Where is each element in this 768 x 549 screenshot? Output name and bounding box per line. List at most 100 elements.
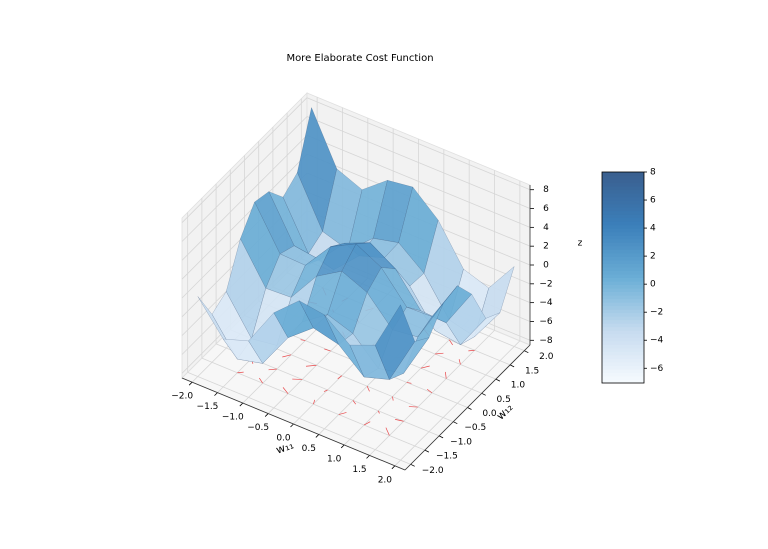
colorbar-slice <box>602 326 644 331</box>
z-tick-label: −4 <box>539 298 553 308</box>
colorbar-slice <box>602 189 644 194</box>
colorbar-slice <box>602 316 644 321</box>
surface-patch <box>431 285 472 324</box>
colorbar-slice <box>602 298 644 303</box>
colorbar-slice <box>602 224 644 229</box>
colorbar-tick-label: −2 <box>650 308 663 318</box>
gradient-arrow <box>468 349 475 352</box>
colorbar-slice <box>602 175 644 180</box>
z-tick-label: −2 <box>539 279 552 289</box>
grid-line <box>181 135 308 261</box>
x-tick <box>290 423 294 428</box>
x-tick <box>264 413 269 417</box>
colorbar-slice <box>602 193 644 198</box>
colorbar-slice <box>602 319 644 324</box>
colorbar-slice <box>602 221 644 226</box>
z-tick-label: 2 <box>543 242 549 252</box>
colorbar-tick-label: 2 <box>650 252 656 262</box>
gradient-arrow <box>323 389 328 392</box>
colorbar-slice <box>602 337 644 342</box>
colorbar-slice <box>602 344 644 349</box>
x-axis-label: w₁₁ <box>274 438 295 456</box>
colorbar-slice <box>602 354 644 359</box>
gradient-arrow <box>426 388 433 394</box>
colorbar-slice <box>602 323 644 328</box>
gradient-arrow <box>300 339 306 341</box>
gradient-arrow <box>392 396 394 401</box>
colorbar-slice <box>602 312 644 317</box>
colorbar-slice <box>602 365 644 370</box>
y-tick-label: 0.0 <box>482 409 497 419</box>
x-tick <box>239 402 244 407</box>
y-tick-label: 1.5 <box>525 366 539 376</box>
gradient-arrow <box>445 371 447 379</box>
colorbar-slice <box>602 217 644 222</box>
gradient-arrow <box>385 427 390 436</box>
x-tick-label: −1.5 <box>197 402 219 412</box>
x-tick-label: −1.0 <box>222 413 244 423</box>
colorbar-slice <box>602 256 644 261</box>
colorbar-slice <box>602 172 644 177</box>
colorbar-slice <box>602 340 644 345</box>
gradient-arrow <box>259 377 263 384</box>
z-tick-label: 4 <box>543 223 549 233</box>
colorbar-slice <box>602 242 644 247</box>
surface-patch <box>374 304 416 381</box>
y-tick <box>509 364 515 368</box>
z-tick-label: 6 <box>543 204 549 214</box>
y-tick-label: −2.0 <box>422 466 444 476</box>
colorbar-slice <box>602 203 644 208</box>
y-tick-label: −0.5 <box>464 423 486 433</box>
chart-title: More Elaborate Cost Function <box>286 53 433 64</box>
grid-line <box>181 153 308 280</box>
colorbar-slice <box>602 358 644 363</box>
colorbar-slice <box>602 361 644 366</box>
colorbar-tick-label: 4 <box>650 224 656 234</box>
z-tick-label: 0 <box>543 261 549 271</box>
colorbar-slice <box>602 302 644 307</box>
y-tick-label: 1.0 <box>511 381 526 391</box>
z-tick-label: −6 <box>539 317 553 327</box>
colorbar-slice <box>602 200 644 205</box>
colorbar-slice <box>602 263 644 268</box>
colorbar-slice <box>602 333 644 338</box>
colorbar-slice <box>602 284 644 289</box>
y-tick <box>481 392 486 396</box>
y-tick <box>453 421 458 425</box>
colorbar-slice <box>602 186 644 191</box>
gradient-arrow <box>337 375 343 380</box>
y-tick-label: −1.5 <box>436 452 458 462</box>
gradient-arrow <box>324 348 331 352</box>
grid-line <box>306 97 531 191</box>
colorbar-slice <box>602 277 644 282</box>
gradient-arrow <box>366 386 370 392</box>
colorbar-slice <box>602 347 644 352</box>
grid-line <box>187 371 411 465</box>
x-tick-label: −2.0 <box>171 392 193 402</box>
x-tick <box>366 455 370 459</box>
y-tick-label: 2.0 <box>539 352 554 362</box>
colorbar-tick-label: 6 <box>650 196 656 206</box>
colorbar-slice <box>602 207 644 212</box>
x-tick-label: 2.0 <box>378 475 393 485</box>
y-tick <box>495 378 501 382</box>
colorbar-slice <box>602 375 644 380</box>
colorbar-slice <box>602 281 644 286</box>
y-tick-label: 0.5 <box>497 395 511 405</box>
gradient-arrow <box>282 387 289 394</box>
x-tick-label: −0.5 <box>247 423 269 433</box>
grid-line <box>181 116 308 242</box>
colorbar-tick-label: 8 <box>650 168 656 178</box>
colorbar-slice <box>602 245 644 250</box>
y-tick <box>467 407 472 410</box>
colorbar-slice <box>602 288 644 293</box>
gradient-arrow <box>449 339 453 346</box>
colorbar-slice <box>602 249 644 254</box>
colorbar-slice <box>602 309 644 314</box>
gradient-arrow <box>352 400 357 405</box>
colorbar-slice <box>602 228 644 233</box>
colorbar-slice <box>602 235 644 240</box>
gradient-arrow <box>268 368 277 371</box>
colorbar-tick-label: −6 <box>650 364 664 374</box>
